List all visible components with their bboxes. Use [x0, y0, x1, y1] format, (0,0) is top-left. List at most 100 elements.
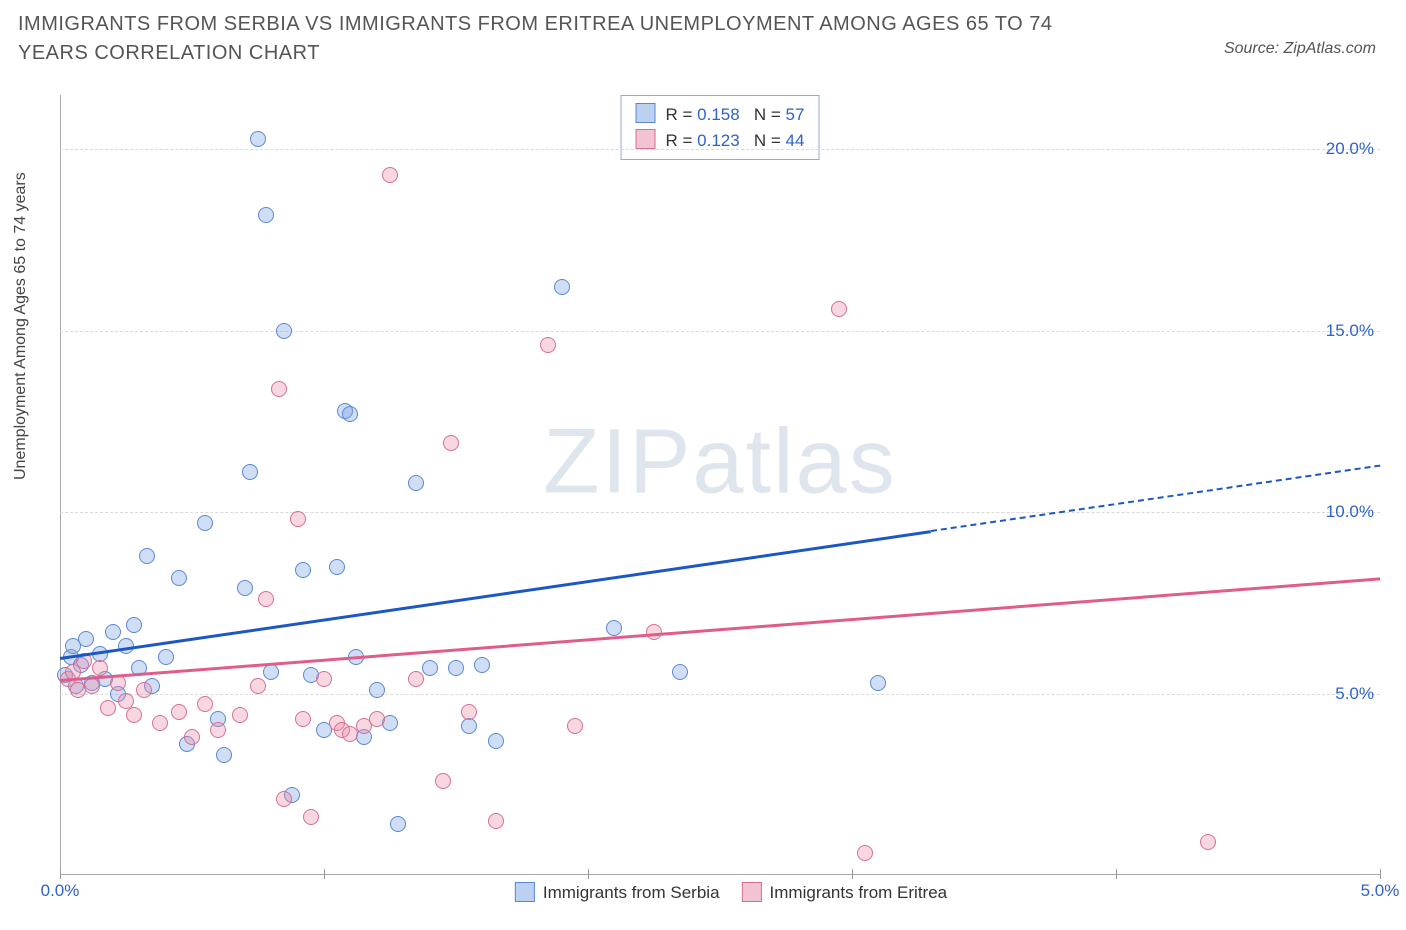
data-point-eritrea — [271, 381, 287, 397]
x-tick-label: 5.0% — [1361, 881, 1400, 901]
regression-line — [931, 465, 1380, 532]
data-point-eritrea — [443, 435, 459, 451]
data-point-eritrea — [210, 722, 226, 738]
data-point-eritrea — [540, 337, 556, 353]
source-credit: Source: ZipAtlas.com — [1224, 40, 1376, 58]
data-point-serbia — [126, 617, 142, 633]
data-point-serbia — [258, 207, 274, 223]
data-point-eritrea — [126, 707, 142, 723]
x-axis-line — [60, 874, 1380, 875]
x-tick — [1116, 869, 1117, 879]
data-point-serbia — [390, 816, 406, 832]
data-point-eritrea — [258, 591, 274, 607]
data-point-eritrea — [250, 678, 266, 694]
gridline — [60, 149, 1380, 150]
stats-row-serbia: R = 0.158 N = 57 — [636, 102, 805, 128]
data-point-eritrea — [369, 711, 385, 727]
data-point-eritrea — [303, 809, 319, 825]
data-point-serbia — [158, 649, 174, 665]
data-point-eritrea — [435, 773, 451, 789]
y-axis-line — [60, 95, 61, 875]
data-point-eritrea — [1200, 834, 1216, 850]
data-point-serbia — [448, 660, 464, 676]
data-point-eritrea — [316, 671, 332, 687]
x-tick — [1380, 869, 1381, 879]
legend-label-eritrea: Immigrants from Eritrea — [770, 883, 948, 902]
data-point-serbia — [329, 559, 345, 575]
data-point-serbia — [295, 562, 311, 578]
data-point-serbia — [139, 548, 155, 564]
data-point-eritrea — [92, 660, 108, 676]
data-point-eritrea — [461, 704, 477, 720]
data-point-serbia — [369, 682, 385, 698]
data-point-serbia — [606, 620, 622, 636]
gridline — [60, 331, 1380, 332]
source-name: ZipAtlas.com — [1284, 40, 1376, 57]
series-legend: Immigrants from Serbia Immigrants from Er… — [493, 882, 947, 903]
source-prefix: Source: — [1224, 40, 1284, 57]
data-point-eritrea — [100, 700, 116, 716]
data-point-serbia — [171, 570, 187, 586]
data-point-eritrea — [136, 682, 152, 698]
x-tick — [324, 869, 325, 879]
data-point-serbia — [105, 624, 121, 640]
data-point-eritrea — [118, 693, 134, 709]
data-point-serbia — [474, 657, 490, 673]
n-value: 57 — [786, 105, 805, 124]
data-point-serbia — [870, 675, 886, 691]
data-point-serbia — [237, 580, 253, 596]
watermark: ZIPatlas — [543, 409, 896, 514]
data-point-eritrea — [290, 511, 306, 527]
data-point-eritrea — [382, 167, 398, 183]
data-point-eritrea — [152, 715, 168, 731]
chart-container: IMMIGRANTS FROM SERBIA VS IMMIGRANTS FRO… — [0, 0, 1406, 930]
x-tick — [852, 869, 853, 879]
y-tick-label: 5.0% — [1335, 684, 1374, 704]
r-value: 0.158 — [697, 105, 740, 124]
data-point-eritrea — [171, 704, 187, 720]
data-point-serbia — [78, 631, 94, 647]
swatch-serbia — [636, 103, 656, 123]
data-point-eritrea — [831, 301, 847, 317]
regression-line — [60, 530, 932, 660]
data-point-eritrea — [857, 845, 873, 861]
chart-title: IMMIGRANTS FROM SERBIA VS IMMIGRANTS FRO… — [18, 10, 1118, 68]
data-point-eritrea — [295, 711, 311, 727]
y-tick-label: 20.0% — [1326, 139, 1374, 159]
y-axis-label: Unemployment Among Ages 65 to 74 years — [12, 172, 30, 480]
plot-area: ZIPatlas R = 0.158 N = 57R = 0.123 N = 4… — [60, 95, 1380, 875]
data-point-serbia — [242, 464, 258, 480]
data-point-eritrea — [408, 671, 424, 687]
y-tick-label: 15.0% — [1326, 321, 1374, 341]
r-value: 0.123 — [697, 131, 740, 150]
data-point-serbia — [554, 279, 570, 295]
legend-swatch-eritrea — [742, 882, 762, 902]
data-point-eritrea — [84, 678, 100, 694]
n-value: 44 — [786, 131, 805, 150]
data-point-serbia — [263, 664, 279, 680]
data-point-serbia — [276, 323, 292, 339]
gridline — [60, 512, 1380, 513]
data-point-eritrea — [488, 813, 504, 829]
x-tick-label: 0.0% — [41, 881, 80, 901]
data-point-serbia — [250, 131, 266, 147]
data-point-serbia — [408, 475, 424, 491]
data-point-serbia — [672, 664, 688, 680]
data-point-serbia — [461, 718, 477, 734]
data-point-serbia — [488, 733, 504, 749]
x-tick — [60, 869, 61, 879]
data-point-serbia — [422, 660, 438, 676]
legend-swatch-serbia — [515, 882, 535, 902]
y-tick-label: 10.0% — [1326, 502, 1374, 522]
data-point-eritrea — [184, 729, 200, 745]
data-point-serbia — [216, 747, 232, 763]
data-point-serbia — [197, 515, 213, 531]
swatch-eritrea — [636, 129, 656, 149]
data-point-eritrea — [197, 696, 213, 712]
data-point-eritrea — [276, 791, 292, 807]
data-point-serbia — [342, 406, 358, 422]
x-tick — [588, 869, 589, 879]
legend-label-serbia: Immigrants from Serbia — [543, 883, 720, 902]
data-point-eritrea — [232, 707, 248, 723]
data-point-eritrea — [567, 718, 583, 734]
